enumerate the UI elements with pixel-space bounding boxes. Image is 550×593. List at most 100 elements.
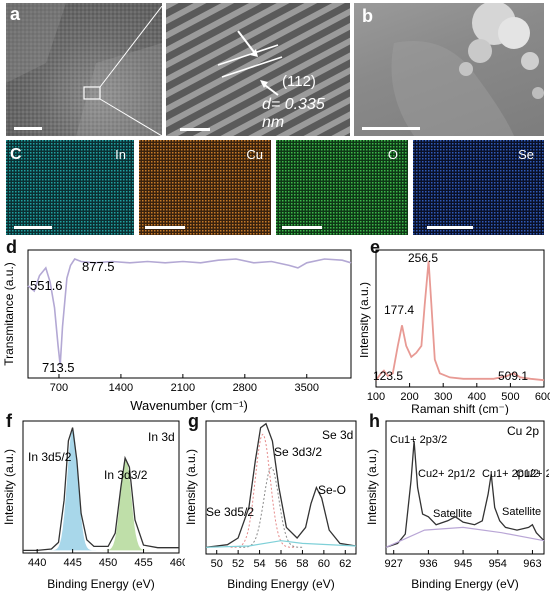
x-tick-label: 52 <box>232 558 244 570</box>
x-tick-label: 963 <box>523 558 541 570</box>
ftir-series-line <box>27 258 352 366</box>
raman-series-line <box>375 260 545 382</box>
xps-cu2p-chart: 927 936 945 954 963 Cu 2p Cu1+ 2p3/2 Cu2+ 2p… <box>365 420 549 591</box>
raman-chart: 100 200 300 400 500 600 256.5 177.4 123.5 509… <box>360 249 550 415</box>
peak-label: In 3d5/2 <box>28 450 72 464</box>
map-element-label: O <box>387 147 398 162</box>
panel-label-a: a <box>10 4 21 24</box>
plot-frame <box>22 420 180 554</box>
scale-bar <box>427 226 473 229</box>
peak-fill-in3d52 <box>44 427 101 551</box>
x-tick-label: 450 <box>99 557 117 569</box>
tem-image-a: a <box>6 3 162 136</box>
baseline <box>385 526 545 548</box>
x-tick-label: 62 <box>339 558 351 570</box>
peak-fill-in3d32 <box>97 458 155 551</box>
peak-label: Se 3d5/2 <box>206 505 254 519</box>
y-axis-label: Intensity (a.u.) <box>2 449 16 525</box>
peak-label: Se 3d3/2 <box>274 445 322 459</box>
chart-title: Se 3d <box>322 428 353 442</box>
eds-map-se: Se <box>413 140 544 235</box>
x-tick-label: 200 <box>400 391 418 403</box>
x-tick-label: 440 <box>28 557 46 569</box>
baseline <box>205 540 357 548</box>
x-tick-label: 54 <box>253 558 265 570</box>
x-tick-label: 500 <box>501 391 519 403</box>
y-axis-label: Intensity (a.u.) <box>365 449 379 525</box>
peak-label: Cu2+ 2p3/2 <box>516 468 549 480</box>
sem-image-b: b <box>354 3 544 136</box>
scale-bar <box>282 226 322 229</box>
panel-label-g: g <box>188 411 199 431</box>
x-tick-label: 936 <box>419 558 437 570</box>
map-element-label: In <box>115 147 126 162</box>
x-tick-label: 58 <box>296 558 308 570</box>
peak-label: Cu2+ 2p1/2 <box>418 468 475 480</box>
peak-label: 509.1 <box>498 369 528 383</box>
peak-label: 123.5 <box>373 369 403 383</box>
scale-bar <box>14 226 52 229</box>
x-tick-label: 600 <box>535 391 550 403</box>
peak-label: 177.4 <box>384 303 414 317</box>
peak-label: 713.5 <box>42 360 75 375</box>
eds-map-cu: Cu <box>139 140 271 235</box>
plot-frame <box>375 249 545 388</box>
panel-label-h: h <box>369 411 380 431</box>
d-spacing-label: d= 0.335 nm <box>262 96 325 131</box>
x-tick-label: 455 <box>134 557 152 569</box>
x-tick-label: 954 <box>489 558 507 570</box>
eds-map-o: O <box>276 140 408 235</box>
x-axis-label: Binding Energy (eV) <box>47 577 154 591</box>
panel-label-f: f <box>6 411 12 431</box>
y-axis-label: Intensity (a.u.) <box>360 282 371 358</box>
y-axis-label: Intensity (a.u.) <box>184 449 198 525</box>
x-tick-label: 56 <box>275 558 287 570</box>
chart-title: In 3d <box>148 430 175 444</box>
ftir-chart: 700 1400 2100 2800 3500 551.6 877.5 713.5 Wa… <box>2 249 352 413</box>
plot-frame <box>385 420 545 555</box>
x-axis-label: Binding Energy (eV) <box>227 577 334 591</box>
lattice-plane-label: (112) <box>282 73 316 90</box>
x-tick-label: 1400 <box>109 382 133 394</box>
scale-bar <box>362 127 420 130</box>
x-tick-label: 400 <box>468 391 486 403</box>
x-axis-label: Binding Energy (eV) <box>411 577 518 591</box>
peak-label: In 3d3/2 <box>104 468 148 482</box>
hrtem-image-a-zoom: (112) d= 0.335 nm <box>166 3 350 136</box>
x-tick-label: 300 <box>434 391 452 403</box>
x-tick-label: 460 <box>170 557 185 569</box>
x-tick-label: 2800 <box>233 382 257 394</box>
x-tick-label: 100 <box>367 391 385 403</box>
peak-fill-se3d32 <box>239 466 303 548</box>
plot-frame <box>27 249 352 379</box>
peak-label: Satellite <box>433 508 472 520</box>
peak-label: Satellite <box>502 506 541 518</box>
y-axis-label: Transmitance (a.u.) <box>2 262 16 366</box>
peak-label: Se-O <box>318 483 346 497</box>
x-tick-label: 50 <box>211 558 223 570</box>
peak-label: 877.5 <box>82 259 115 274</box>
x-tick-label: 3500 <box>295 382 319 394</box>
scale-bar <box>145 226 185 229</box>
x-tick-label: 60 <box>318 558 330 570</box>
map-element-label: Cu <box>246 147 263 162</box>
xps-in3d-chart: 440445450455460 In 3d In 3d5/2 In 3d3/2 … <box>2 420 185 591</box>
map-element-label: Se <box>518 147 534 162</box>
panel-label-d: d <box>6 237 17 257</box>
x-tick-label: 700 <box>50 382 68 394</box>
xps-in3d-line <box>23 427 179 552</box>
xps-se3d-line <box>205 422 357 548</box>
x-axis-label: Wavenumber (cm⁻¹) <box>130 398 248 413</box>
x-tick-label: 927 <box>385 558 403 570</box>
x-axis-label: Raman shift (cm⁻) <box>411 402 509 415</box>
xps-se3d-chart: 50 52 54 56 58 60 62 Se 3d Se 3d3/2 Se 3d5/2 S… <box>184 420 357 591</box>
scale-bar <box>180 128 210 131</box>
peak-label: 256.5 <box>408 251 438 265</box>
scale-bar <box>14 127 42 130</box>
x-tick-label: 2100 <box>171 382 195 394</box>
panel-label-e: e <box>370 237 381 257</box>
peak-label: Cu1+ 2p1/2 <box>482 468 539 480</box>
peak-label: 551.6 <box>30 278 63 293</box>
xps-cu2p-line <box>385 440 545 548</box>
panel-label-b: b <box>362 6 373 26</box>
